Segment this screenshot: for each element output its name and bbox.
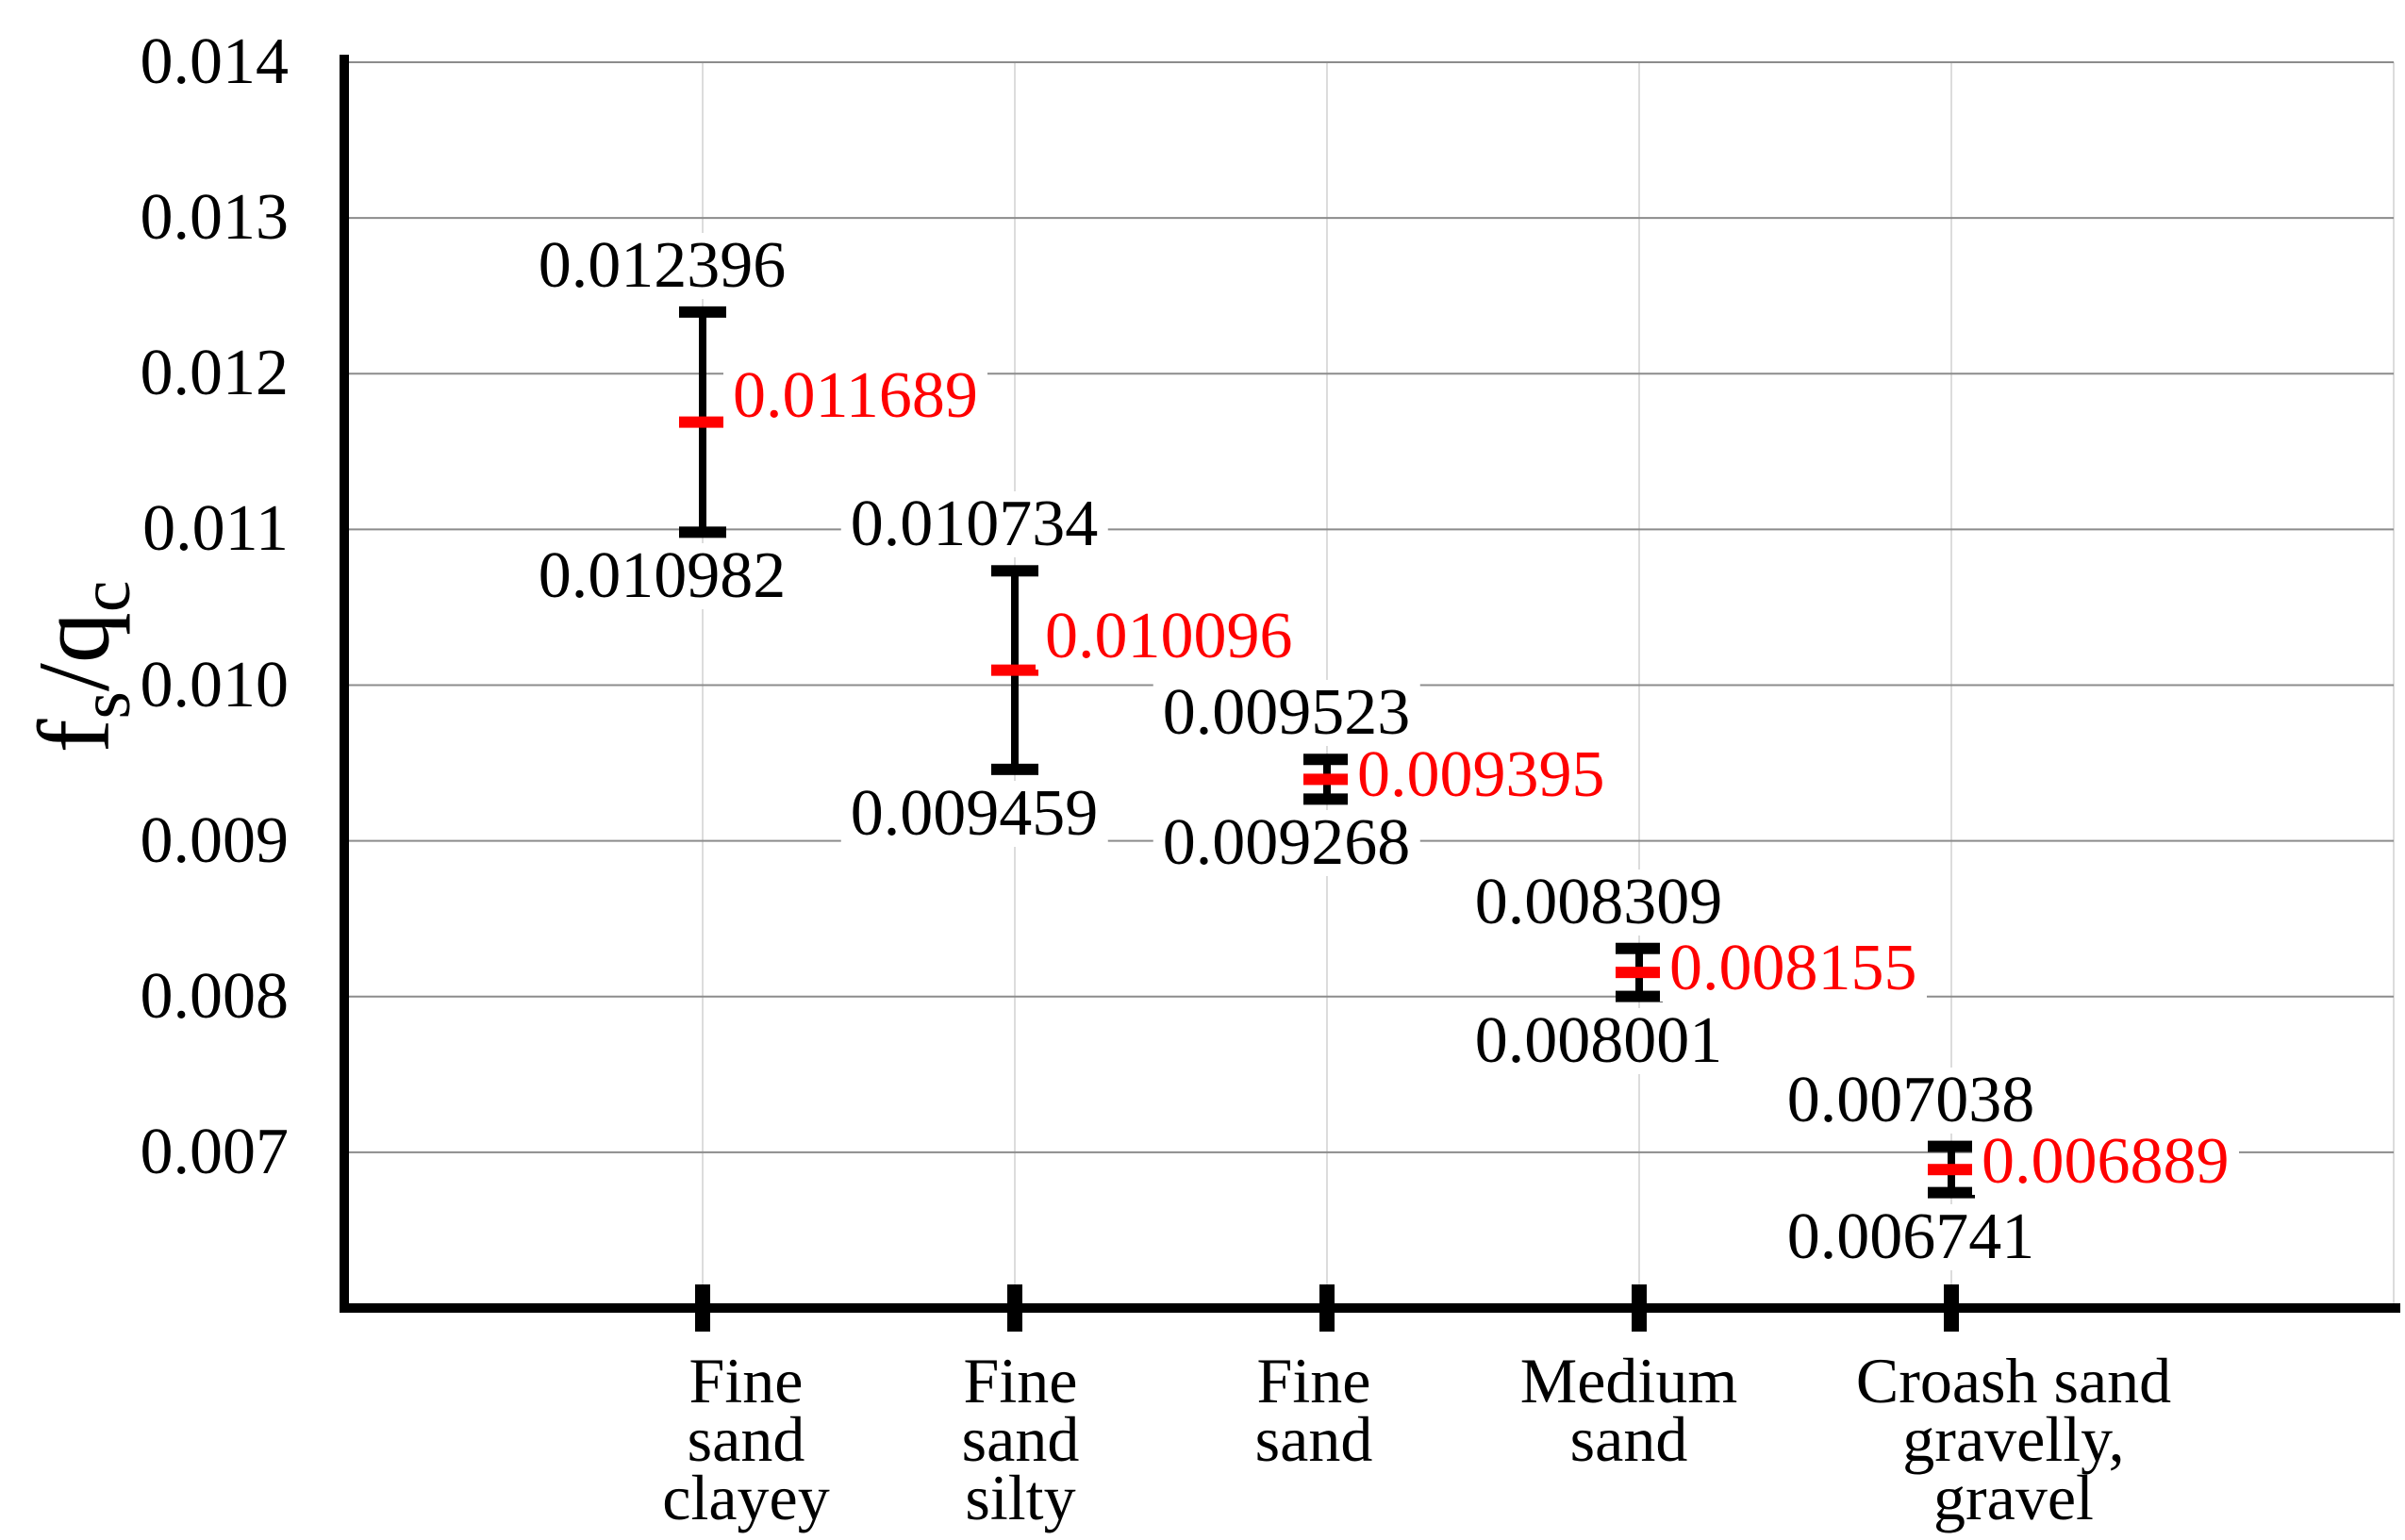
lower-value-label: 0.008001 (1465, 1007, 1733, 1074)
y-axis-title: fs/qc (18, 581, 145, 753)
y-axis-title-text: / (18, 663, 131, 692)
y-tick-label: 0.014 (140, 25, 290, 98)
lower-value-label: 0.006741 (1777, 1203, 2045, 1270)
lower-value-label: 0.010982 (528, 543, 796, 610)
y-tick-label: 0.013 (140, 181, 290, 255)
error-bar-upper-cap (991, 565, 1038, 577)
mean-value-label: 0.010096 (1036, 603, 1302, 670)
error-bar-lower-cap (679, 526, 726, 538)
x-category-label: Fine sand clayey (662, 1345, 830, 1533)
mean-marker (679, 416, 726, 428)
error-bar-lower-cap (1928, 1186, 1975, 1199)
lower-value-label: 0.009268 (1153, 810, 1420, 877)
upper-value-label: 0.007038 (1777, 1067, 2045, 1134)
y-tick-label: 0.007 (140, 1115, 290, 1188)
y-tick-label: 0.008 (140, 959, 290, 1033)
mean-value-label: 0.009395 (1348, 742, 1615, 809)
upper-value-label: 0.012396 (528, 232, 796, 299)
mean-value-label: 0.008155 (1660, 936, 1927, 1002)
x-category-label: Fine sand silty (961, 1345, 1080, 1533)
error-bar-upper-cap (1928, 1140, 1975, 1152)
mean-value-label: 0.011689 (723, 362, 987, 429)
x-category-label: Fine sand (1254, 1345, 1373, 1475)
upper-value-label: 0.008309 (1465, 869, 1733, 936)
y-tick-label: 0.009 (140, 803, 290, 877)
error-bar-lower-cap (1303, 793, 1351, 805)
x-tick (695, 1284, 710, 1332)
axes (340, 55, 2400, 1332)
error-bars (679, 306, 1975, 1199)
x-tick (1007, 1284, 1022, 1332)
x-tick (1632, 1284, 1647, 1332)
error-bar-upper-cap (1303, 753, 1351, 766)
y-axis-title-text: q (18, 612, 131, 664)
upper-value-label: 0.010734 (840, 491, 1108, 558)
x-tick (1319, 1284, 1335, 1332)
y-axis-title-subscript: s (67, 691, 146, 720)
error-bar-upper-cap (1616, 942, 1663, 954)
mean-marker (1616, 967, 1663, 979)
y-axis-title-subscript: c (67, 580, 146, 613)
lower-value-label: 0.009459 (840, 780, 1108, 847)
error-bar-lower-cap (991, 763, 1038, 775)
x-category-label: Croash sand gravelly, gravel (1855, 1345, 2172, 1533)
error-bar-lower-cap (1616, 990, 1663, 1002)
error-bar-upper-cap (679, 306, 726, 318)
upper-value-label: 0.009523 (1153, 680, 1420, 747)
mean-marker (1303, 773, 1351, 786)
y-axis-title-text: f (18, 719, 131, 753)
y-tick-label: 0.010 (140, 648, 290, 721)
x-tick (1944, 1284, 1959, 1332)
mean-marker (1928, 1164, 1975, 1176)
mean-value-label: 0.006889 (1972, 1129, 2239, 1196)
x-category-label: Medium sand (1519, 1345, 1738, 1475)
mean-marker (991, 664, 1038, 676)
y-tick-label: 0.012 (140, 337, 290, 410)
y-tick-label: 0.011 (142, 492, 289, 566)
